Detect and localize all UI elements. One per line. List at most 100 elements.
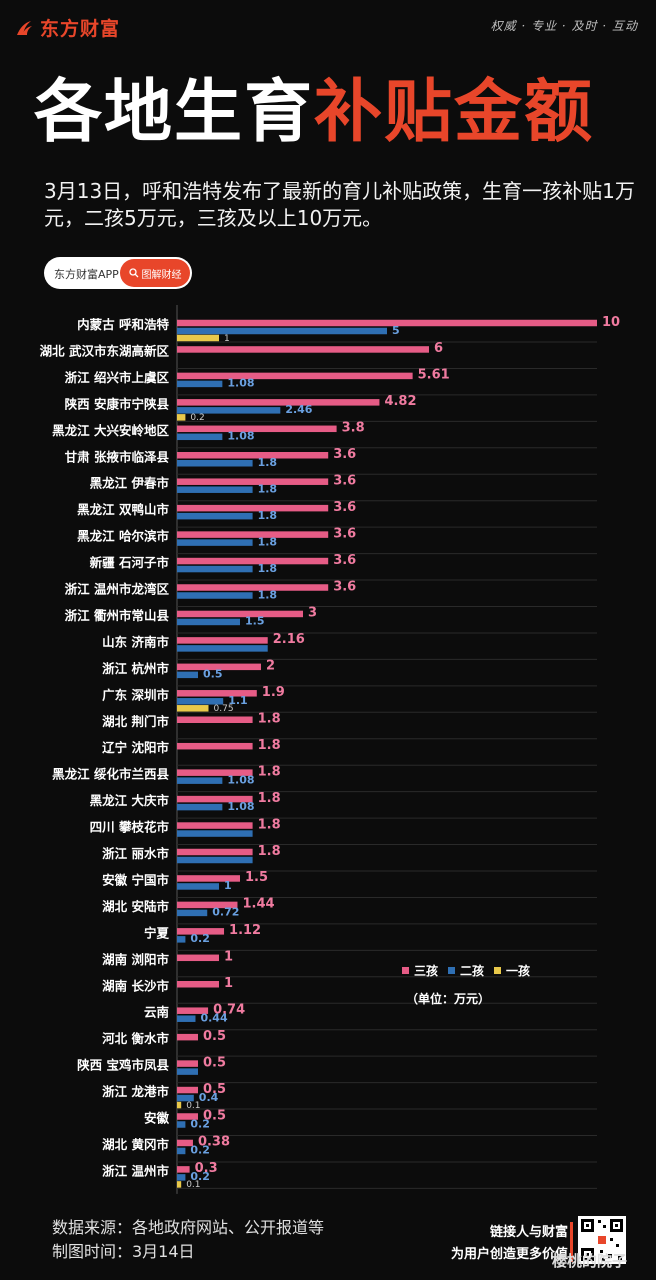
bar-second bbox=[177, 883, 219, 890]
bar-third bbox=[177, 399, 380, 406]
data-label-third: 5.61 bbox=[418, 368, 450, 383]
bar-third bbox=[177, 346, 429, 353]
data-label-third: 1.8 bbox=[258, 791, 281, 806]
bar-third bbox=[177, 637, 268, 644]
data-label-second: 2.46 bbox=[285, 403, 312, 416]
category-label: 黑龙江 双鸭山市 bbox=[77, 502, 169, 517]
chart-legend: 三孩 二孩 一孩 bbox=[402, 962, 540, 979]
bar-second bbox=[177, 803, 223, 811]
bar-third bbox=[177, 610, 303, 618]
data-label-second: 1.08 bbox=[227, 430, 254, 443]
category-label: 湖北 武汉市东湖高新区 bbox=[40, 343, 170, 358]
data-label-third: 3.6 bbox=[333, 500, 356, 515]
category-label: 浙江 温州市 bbox=[102, 1163, 169, 1178]
app-pill-button[interactable]: 图解财经 bbox=[120, 259, 190, 287]
bar-second bbox=[177, 380, 223, 388]
category-label: 湖北 黄冈市 bbox=[102, 1137, 169, 1152]
category-label: 湖南 浏阳市 bbox=[102, 952, 169, 967]
subsidy-bar-chart: 内蒙古 呼和浩特 10 5 1 湖北 武汉市东湖高新区 6 浙江 绍兴市上虞区 5.61 1.0… bbox=[40, 305, 620, 1194]
unit-label: （单位：万元） bbox=[406, 992, 491, 1006]
bar-third bbox=[177, 716, 253, 723]
tagline-line2: 为用户创造更多价值 bbox=[450, 1247, 568, 1262]
title-part-white: 各地生育 bbox=[34, 73, 315, 152]
bar-third bbox=[177, 742, 253, 750]
chart-date: 制图时间：3月14日 bbox=[52, 1242, 195, 1261]
category-label: 黑龙江 绥化市兰西县 bbox=[52, 767, 169, 782]
bar-third bbox=[177, 478, 329, 485]
category-label: 甘肃 张掖市临泽县 bbox=[65, 449, 170, 464]
data-label-third: 1.8 bbox=[258, 738, 281, 753]
category-label: 浙江 绍兴市上虞区 bbox=[65, 370, 170, 385]
data-label-first: 0.75 bbox=[214, 704, 234, 714]
data-label-second: 5 bbox=[392, 324, 400, 337]
bar-second bbox=[177, 698, 224, 705]
bar-third bbox=[177, 1007, 209, 1014]
data-label-third: 2 bbox=[266, 659, 275, 674]
app-pill[interactable]: 东方财富APP 图解财经 bbox=[44, 257, 192, 289]
bar-second bbox=[177, 1147, 186, 1155]
data-source: 数据来源：各地政府网站、公开报道等 bbox=[52, 1218, 325, 1237]
data-label-third: 1.8 bbox=[258, 764, 281, 779]
slogan: 权威 · 专业 · 及时 · 互动 bbox=[490, 19, 638, 33]
bar-second bbox=[177, 777, 223, 784]
bar-third bbox=[177, 319, 597, 327]
category-label: 湖北 安陆市 bbox=[102, 899, 169, 914]
category-label: 浙江 温州市龙湾区 bbox=[65, 582, 170, 597]
legend-swatch-first bbox=[494, 967, 502, 974]
category-label: 黑龙江 大庆市 bbox=[90, 793, 170, 808]
bar-third bbox=[177, 769, 253, 776]
bar-third bbox=[177, 1113, 198, 1120]
data-label-first: 0.2 bbox=[190, 413, 204, 423]
bar-third bbox=[177, 981, 219, 988]
legend-item-second: 二孩 bbox=[448, 962, 484, 979]
data-label-third: 3.6 bbox=[333, 473, 356, 488]
bar-third bbox=[177, 954, 219, 962]
bar-first bbox=[177, 334, 219, 342]
data-label-third: 1.5 bbox=[245, 870, 268, 885]
bar-second bbox=[177, 1094, 194, 1102]
brand-logo[interactable]: 东方财富 bbox=[14, 14, 120, 41]
bar-third bbox=[177, 557, 329, 565]
bar-second bbox=[177, 671, 198, 679]
search-icon bbox=[128, 268, 138, 278]
bar-first bbox=[177, 1101, 182, 1109]
category-label: 安徽 bbox=[144, 1111, 170, 1126]
bar-third bbox=[177, 452, 329, 459]
bar-second bbox=[177, 565, 253, 573]
category-label: 宁夏 bbox=[144, 925, 170, 940]
bar-second bbox=[177, 433, 223, 441]
bar-second bbox=[177, 1174, 186, 1181]
data-label-second: 0.4 bbox=[199, 1091, 219, 1104]
data-label-third: 0.5 bbox=[203, 1108, 226, 1123]
data-label-third: 3 bbox=[308, 606, 317, 621]
data-label-third: 1.9 bbox=[262, 685, 285, 700]
data-label-third: 1.8 bbox=[258, 817, 281, 832]
bar-third bbox=[177, 504, 329, 512]
data-label-second: 1.8 bbox=[258, 482, 278, 495]
category-label: 云南 bbox=[144, 1005, 170, 1020]
category-label: 黑龙江 大兴安岭地区 bbox=[52, 423, 169, 438]
data-label-second: 1.8 bbox=[258, 456, 278, 469]
bar-third bbox=[177, 1139, 193, 1147]
subtitle: 3月13日，呼和浩特发布了最新的育儿补贴政策，生育一孩补贴1万元，二孩5万元，三… bbox=[44, 179, 635, 230]
data-label-second: 1.8 bbox=[258, 509, 278, 522]
bar-third bbox=[177, 795, 253, 803]
bar-third bbox=[177, 875, 240, 882]
data-label-third: 2.16 bbox=[273, 632, 305, 647]
qr-code-icon[interactable] bbox=[578, 1216, 626, 1264]
category-label: 浙江 衢州市常山县 bbox=[65, 608, 170, 623]
bar-third bbox=[177, 1033, 198, 1041]
bar-second bbox=[177, 1068, 198, 1075]
data-label-first: 0.1 bbox=[186, 1101, 200, 1111]
data-label-third: 0.5 bbox=[203, 1055, 226, 1070]
bar-second bbox=[177, 1015, 196, 1022]
bar-second bbox=[177, 486, 253, 493]
data-label-third: 3.6 bbox=[333, 553, 356, 568]
footer-source: 数据来源：各地政府网站、公开报道等 制图时间：3月14日 bbox=[52, 1216, 324, 1264]
legend-label-first: 一孩 bbox=[506, 964, 531, 978]
data-label-second: 1.08 bbox=[227, 800, 254, 813]
data-label-third: 0.5 bbox=[203, 1029, 226, 1044]
data-label-second: 1.8 bbox=[258, 535, 278, 548]
bar-third bbox=[177, 1060, 198, 1067]
category-label: 内蒙古 呼和浩特 bbox=[77, 317, 169, 332]
